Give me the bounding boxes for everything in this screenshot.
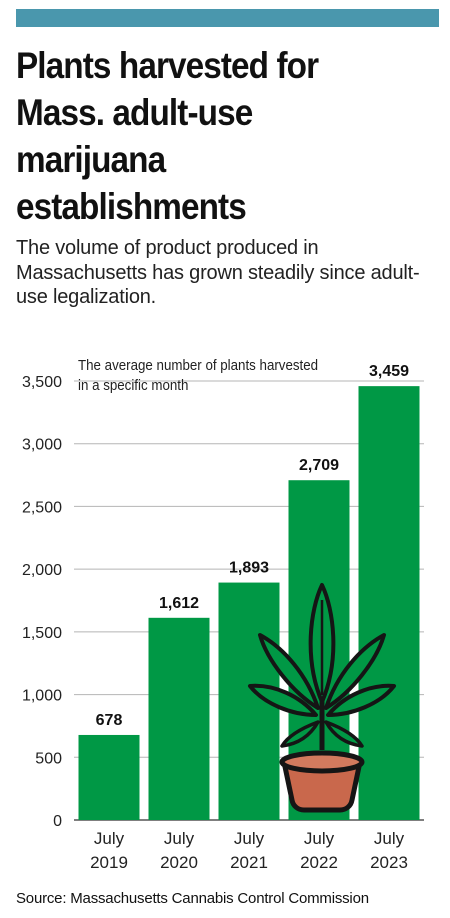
x-tick-label: 2022 bbox=[300, 853, 338, 872]
y-tick-label: 3,500 bbox=[22, 374, 62, 391]
y-tick-label: 2,000 bbox=[22, 562, 62, 579]
accent-top-bar bbox=[16, 9, 439, 27]
x-tick-label: July bbox=[164, 829, 195, 848]
data-label: 2,709 bbox=[299, 457, 339, 474]
x-tick-label: 2021 bbox=[230, 853, 268, 872]
data-label: 3,459 bbox=[369, 363, 409, 380]
y-tick-label: 2,500 bbox=[22, 499, 62, 516]
bar bbox=[358, 386, 420, 820]
x-tick-label: 2019 bbox=[90, 853, 128, 872]
bar bbox=[148, 617, 210, 820]
bar-chart: 0 500 1,000 1,500 2,000 2,500 3,000 3,500 678 1,… bbox=[22, 356, 424, 872]
x-tick-label: July bbox=[94, 829, 125, 848]
data-label: 1,893 bbox=[229, 560, 269, 577]
x-tick-label: 2023 bbox=[370, 853, 408, 872]
bars bbox=[78, 386, 420, 820]
chart-annotation: The average number of plants harvested in… bbox=[78, 356, 318, 393]
chart-title: Plants harvested for Mass. adult-use mar… bbox=[16, 45, 319, 227]
bar bbox=[78, 734, 140, 820]
value-labels: 678 1,612 1,893 2,709 3,459 bbox=[96, 363, 409, 729]
y-tick-label: 500 bbox=[35, 750, 62, 767]
chart-subtitle: The volume of product produced in Massac… bbox=[16, 237, 420, 308]
data-label: 1,612 bbox=[159, 595, 199, 612]
y-axis-ticks: 0 500 1,000 1,500 2,000 2,500 3,000 3,500 bbox=[22, 374, 62, 830]
x-tick-label: July bbox=[374, 829, 405, 848]
annotation-line: The average number of plants harvested bbox=[78, 356, 318, 373]
y-tick-label: 3,000 bbox=[22, 437, 62, 454]
x-tick-label: July bbox=[234, 829, 265, 848]
x-tick-label: 2020 bbox=[160, 853, 198, 872]
x-tick-label: July bbox=[304, 829, 335, 848]
data-label: 678 bbox=[96, 712, 123, 729]
x-axis-ticks: July 2019 July 2020 July 2021 July 2022 July 2023 bbox=[90, 829, 408, 872]
cannabis-plant-in-pot-icon bbox=[248, 583, 396, 813]
y-tick-label: 1,500 bbox=[22, 625, 62, 642]
source-note: Source: Massachusetts Cannabis Control C… bbox=[16, 890, 369, 907]
y-tick-label: 0 bbox=[53, 813, 62, 830]
annotation-line: in a specific month bbox=[78, 376, 188, 393]
y-tick-label: 1,000 bbox=[22, 688, 62, 705]
